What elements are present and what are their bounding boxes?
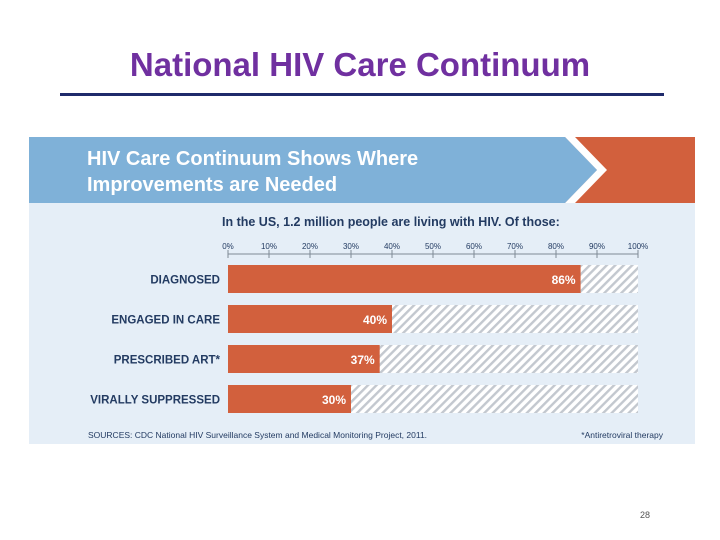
x-axis: 0% 10% 20% 30% 40% 50% 60% 70% 80% 90% 100%: [222, 242, 648, 258]
bar-value-label: 30%: [322, 393, 346, 407]
x-tick-label: 60%: [466, 242, 482, 251]
x-tick-label: 0%: [222, 242, 234, 251]
x-tick-label: 50%: [425, 242, 441, 251]
slide-title: National HIV Care Continuum: [129, 46, 591, 83]
bar: [228, 345, 380, 373]
bar: [228, 305, 392, 333]
bar-value-label: 37%: [351, 353, 375, 367]
x-tick-label: 10%: [261, 242, 277, 251]
category-label: PRESCRIBED ART*: [114, 355, 221, 367]
category-label: VIRALLY SUPPRESSED: [90, 395, 220, 407]
bar-value-label: 40%: [363, 313, 387, 327]
sources-note: SOURCES: CDC National HIV Surveillance S…: [88, 430, 427, 440]
bar-value-label: 86%: [552, 273, 576, 287]
chart-title: In the US, 1.2 million people are living…: [222, 215, 560, 229]
x-tick-label: 20%: [302, 242, 318, 251]
hiv-care-continuum-chart: HIV Care Continuum Shows Where Improveme…: [29, 137, 695, 444]
banner-blue: [29, 137, 597, 203]
x-tick-label: 70%: [507, 242, 523, 251]
bar-series: DIAGNOSED 86% ENGAGED IN CARE 40% PRESCRIBED…: [90, 265, 638, 413]
x-tick-label: 80%: [548, 242, 564, 251]
category-label: ENGAGED IN CARE: [111, 315, 220, 327]
x-tick-label: 100%: [628, 242, 648, 251]
title-underline: [60, 93, 664, 96]
banner-arrow-orange: [565, 137, 695, 203]
x-tick-label: 40%: [384, 242, 400, 251]
banner-line-2: Improvements are Needed: [87, 174, 337, 196]
footnote-art: *Antiretroviral therapy: [581, 430, 663, 440]
page-number: 28: [640, 510, 651, 520]
x-tick-label: 30%: [343, 242, 359, 251]
x-tick-label: 90%: [589, 242, 605, 251]
bar: [228, 385, 351, 413]
category-label: DIAGNOSED: [150, 275, 220, 287]
banner-line-1: HIV Care Continuum Shows Where: [87, 148, 418, 170]
banner-arrow-white: [565, 137, 607, 203]
bar: [228, 265, 581, 293]
